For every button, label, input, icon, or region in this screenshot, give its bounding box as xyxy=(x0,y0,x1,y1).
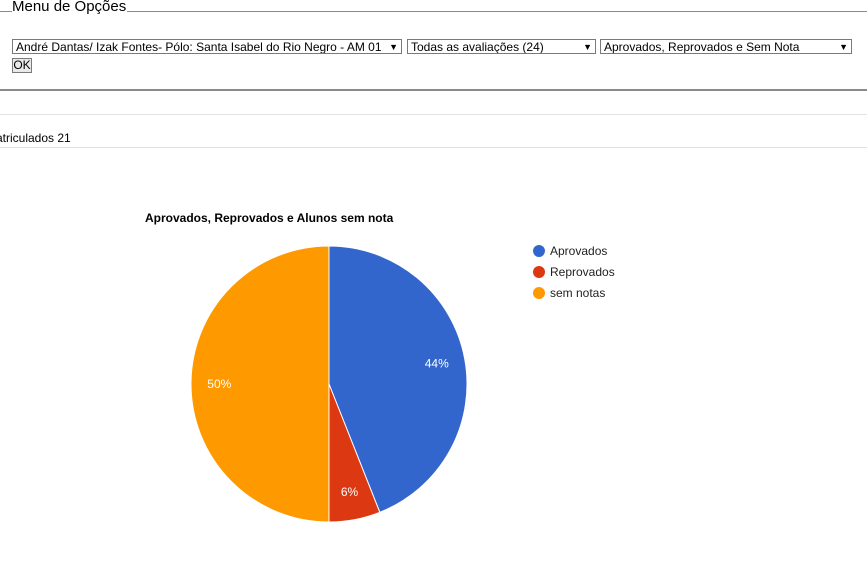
polo-select[interactable]: André Dantas/ Izak Fontes- Pólo: Santa I… xyxy=(12,39,402,54)
divider xyxy=(0,147,867,148)
divider xyxy=(0,114,867,115)
legend-label: Reprovados xyxy=(550,265,615,279)
dropdown-arrow-icon: ▼ xyxy=(389,42,398,52)
pie-slice-sem-notas[interactable] xyxy=(190,245,330,523)
matriculados-count: Matriculados 21 xyxy=(0,131,71,145)
slice-label: 44% xyxy=(425,356,449,370)
avaliacoes-select-value: Todas as avaliações (24) xyxy=(411,40,544,54)
legend-marker xyxy=(533,266,545,278)
avaliacoes-select[interactable]: Todas as avaliações (24) ▼ xyxy=(407,39,596,54)
dropdown-arrow-icon: ▼ xyxy=(839,42,848,52)
slice-label: 50% xyxy=(207,377,231,391)
menu-border-top xyxy=(0,11,867,12)
legend-label: Aprovados xyxy=(550,244,607,258)
polo-select-value: André Dantas/ Izak Fontes- Pólo: Santa I… xyxy=(16,40,382,54)
legend-label: sem notas xyxy=(550,286,605,300)
chart-title: Aprovados, Reprovados e Alunos sem nota xyxy=(145,211,394,225)
dropdown-arrow-icon: ▼ xyxy=(583,42,592,52)
pie-chart: Aprovados, Reprovados e Alunos sem nota … xyxy=(145,211,615,523)
filtro-select-value: Aprovados, Reprovados e Sem Nota xyxy=(604,40,800,54)
pie-labels: 44% 6% 50% xyxy=(207,356,449,498)
slice-label: 6% xyxy=(341,485,359,499)
filtro-select[interactable]: Aprovados, Reprovados e Sem Nota ▼ xyxy=(600,39,852,54)
pie-slice-aprovados[interactable] xyxy=(328,245,468,513)
menu-border-bottom xyxy=(0,89,867,91)
menu-legend: Menu de Opções xyxy=(12,0,128,16)
chart-legend: Aprovados Reprovados sem notas xyxy=(533,244,615,300)
legend-marker xyxy=(533,287,545,299)
legend-marker xyxy=(533,245,545,257)
pie-slices xyxy=(190,245,468,523)
ok-button[interactable]: OK xyxy=(12,58,32,73)
